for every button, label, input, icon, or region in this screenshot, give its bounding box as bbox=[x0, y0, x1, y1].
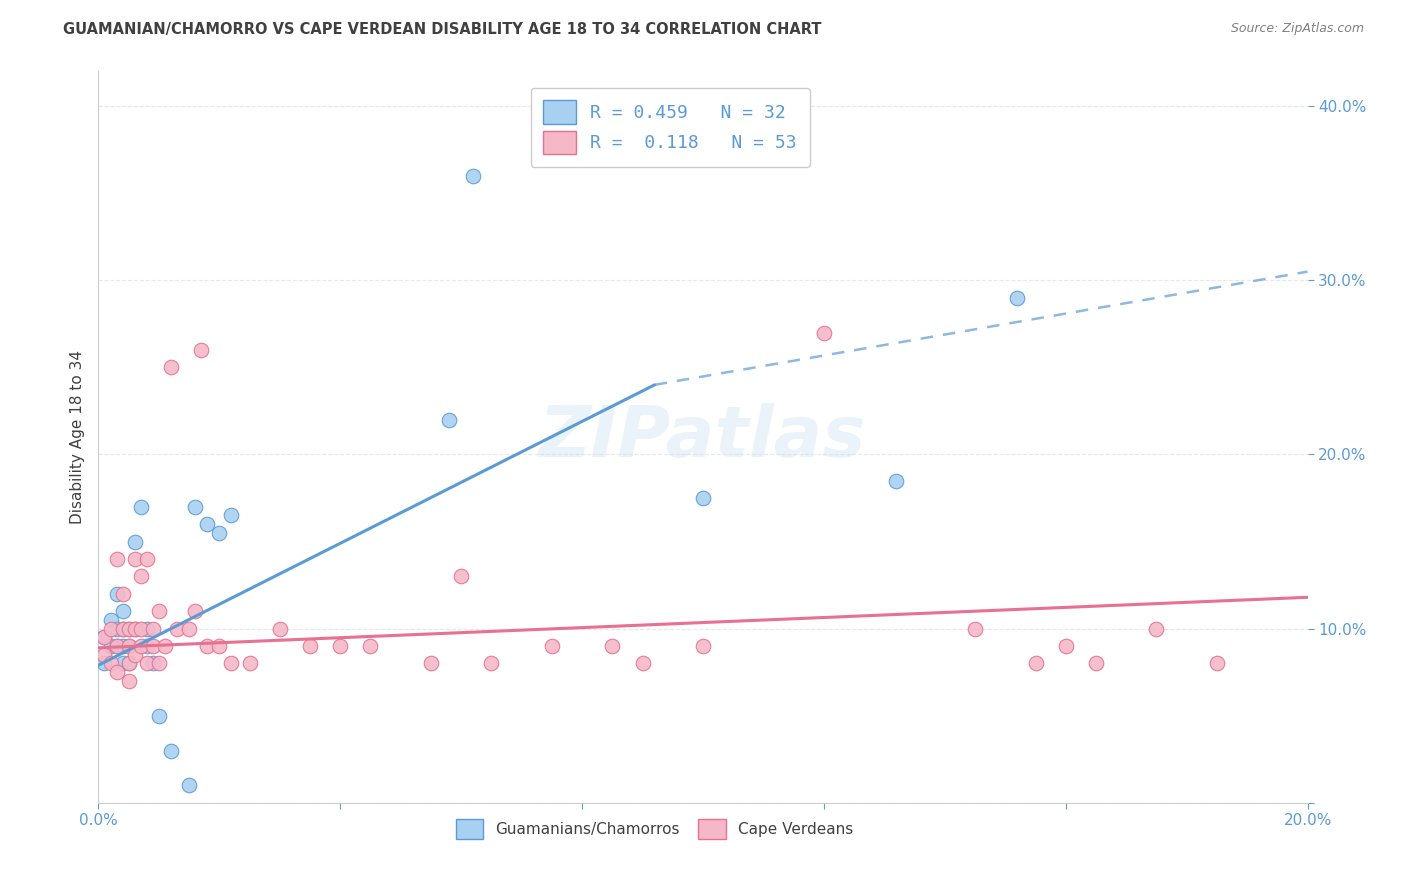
Legend: Guamanians/Chamorros, Cape Verdeans: Guamanians/Chamorros, Cape Verdeans bbox=[449, 812, 860, 847]
Point bbox=[142, 657, 165, 671]
Point bbox=[111, 622, 134, 636]
Point bbox=[184, 500, 207, 514]
Point bbox=[124, 534, 146, 549]
Point bbox=[100, 622, 122, 636]
Point bbox=[1085, 657, 1108, 671]
Point bbox=[118, 639, 141, 653]
Point bbox=[195, 517, 218, 532]
Point bbox=[1024, 657, 1046, 671]
Point bbox=[111, 622, 134, 636]
Point bbox=[886, 474, 908, 488]
Point bbox=[148, 604, 170, 618]
Point bbox=[124, 648, 146, 662]
Point bbox=[93, 648, 115, 662]
Point bbox=[135, 639, 157, 653]
Point bbox=[813, 326, 835, 340]
Point bbox=[148, 657, 170, 671]
Point bbox=[450, 569, 472, 583]
Point bbox=[111, 657, 134, 671]
Point bbox=[118, 657, 141, 671]
Point bbox=[463, 169, 485, 183]
Point bbox=[100, 639, 122, 653]
Point bbox=[195, 639, 218, 653]
Point bbox=[124, 552, 146, 566]
Point bbox=[420, 657, 443, 671]
Point bbox=[100, 613, 122, 627]
Point bbox=[221, 508, 243, 523]
Point bbox=[105, 622, 128, 636]
Point bbox=[190, 343, 212, 357]
Point bbox=[142, 639, 165, 653]
Point bbox=[142, 622, 165, 636]
Point bbox=[208, 525, 231, 540]
Point bbox=[118, 657, 141, 671]
Point bbox=[184, 604, 207, 618]
Point bbox=[1007, 291, 1029, 305]
Point bbox=[160, 743, 183, 757]
Point bbox=[105, 665, 128, 680]
Point bbox=[166, 622, 188, 636]
Point bbox=[111, 587, 134, 601]
Point bbox=[129, 622, 152, 636]
Point bbox=[93, 631, 115, 645]
Point bbox=[111, 639, 134, 653]
Point bbox=[118, 622, 141, 636]
Point bbox=[135, 552, 157, 566]
Point bbox=[105, 587, 128, 601]
Point bbox=[111, 604, 134, 618]
Point bbox=[93, 657, 115, 671]
Point bbox=[239, 657, 262, 671]
Point bbox=[153, 639, 176, 653]
Point bbox=[93, 631, 115, 645]
Y-axis label: Disability Age 18 to 34: Disability Age 18 to 34 bbox=[69, 350, 84, 524]
Point bbox=[148, 708, 170, 723]
Point bbox=[602, 639, 624, 653]
Point bbox=[360, 639, 382, 653]
Point bbox=[1054, 639, 1077, 653]
Point bbox=[135, 657, 157, 671]
Point bbox=[105, 552, 128, 566]
Text: ZIPatlas: ZIPatlas bbox=[540, 402, 866, 472]
Point bbox=[540, 639, 562, 653]
Point bbox=[100, 657, 122, 671]
Point bbox=[124, 622, 146, 636]
Point bbox=[105, 639, 128, 653]
Point bbox=[129, 639, 152, 653]
Point bbox=[179, 622, 201, 636]
Point bbox=[129, 500, 152, 514]
Point bbox=[160, 360, 183, 375]
Point bbox=[1206, 657, 1229, 671]
Point bbox=[965, 622, 987, 636]
Point bbox=[179, 778, 201, 792]
Point bbox=[1144, 622, 1167, 636]
Point bbox=[631, 657, 654, 671]
Point bbox=[118, 673, 141, 688]
Point bbox=[269, 622, 291, 636]
Text: GUAMANIAN/CHAMORRO VS CAPE VERDEAN DISABILITY AGE 18 TO 34 CORRELATION CHART: GUAMANIAN/CHAMORRO VS CAPE VERDEAN DISAB… bbox=[63, 22, 821, 37]
Point bbox=[135, 622, 157, 636]
Text: Source: ZipAtlas.com: Source: ZipAtlas.com bbox=[1230, 22, 1364, 36]
Point bbox=[481, 657, 503, 671]
Point bbox=[208, 639, 231, 653]
Point bbox=[105, 639, 128, 653]
Point bbox=[329, 639, 352, 653]
Point bbox=[221, 657, 243, 671]
Point bbox=[299, 639, 322, 653]
Point bbox=[129, 569, 152, 583]
Point bbox=[692, 491, 714, 505]
Point bbox=[118, 639, 141, 653]
Point bbox=[124, 622, 146, 636]
Point bbox=[692, 639, 714, 653]
Point bbox=[118, 622, 141, 636]
Point bbox=[437, 412, 460, 426]
